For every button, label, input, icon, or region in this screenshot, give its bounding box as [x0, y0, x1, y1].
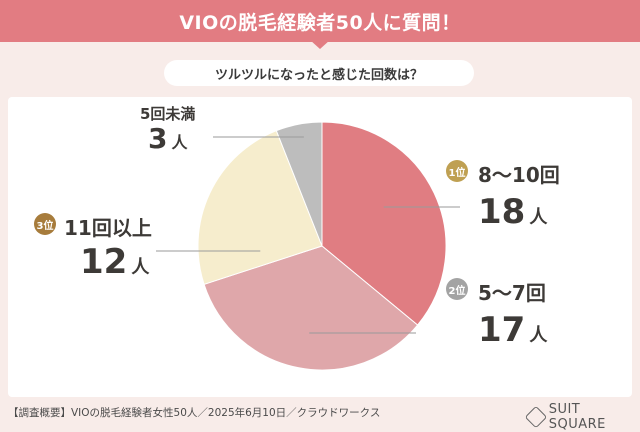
value-12: 12 [80, 242, 128, 282]
slice-label-under-5: 5回未満 [140, 105, 196, 123]
pie-chart [156, 121, 460, 371]
question-label: ツルツルになったと感じた回数は？ [164, 60, 474, 86]
rank-1-text: 1位 [448, 167, 466, 179]
slice-value-5-7: 17 人 [478, 313, 547, 347]
slice-label-5-7: 5〜7回 [478, 281, 546, 305]
rank-1-medal: 1位 [446, 160, 468, 182]
slice-value-11-plus: 12 人 [80, 245, 149, 279]
rank-3-medal: 3位 [34, 213, 56, 235]
slice-value-8-10: 18 人 [478, 195, 547, 229]
value-18: 18 [478, 192, 526, 232]
survey-source: 【調査概要】VIOの脱毛経験者女性50人／2025年6月10日／クラウドワークス [8, 407, 381, 419]
brand-mark-icon [524, 405, 548, 429]
pie-slice-0 [321, 121, 447, 326]
banner-notch [310, 40, 330, 49]
value-17: 17 [478, 310, 526, 350]
pie-slice-2 [197, 130, 323, 285]
slice-label-8-10: 8〜10回 [478, 163, 560, 187]
rank-2-text: 2位 [448, 285, 466, 297]
unit-label: 人 [529, 325, 548, 346]
chart-title: VIOの脱毛経験者50人に質問！ [179, 11, 461, 34]
chart-card: 1位 8〜10回 18 人 2位 5〜7回 17 人 3位 11回以上 12 人 5回… [8, 97, 632, 397]
rank-2-medal: 2位 [446, 278, 468, 300]
pie-slice-3 [275, 121, 323, 247]
slice-label-11-plus: 11回以上 [64, 216, 152, 240]
brand-logo: SUIT SQUARE [524, 402, 640, 432]
unit-label: 人 [529, 207, 548, 228]
value-3: 3 [148, 122, 168, 155]
unit-label: 人 [131, 257, 150, 278]
pie-slice-1 [203, 245, 419, 371]
unit-label: 人 [171, 133, 188, 152]
title-banner: VIOの脱毛経験者50人に質問！ [0, 0, 640, 42]
rank-3-text: 3位 [36, 220, 54, 232]
brand-name: SUIT SQUARE [548, 402, 606, 432]
